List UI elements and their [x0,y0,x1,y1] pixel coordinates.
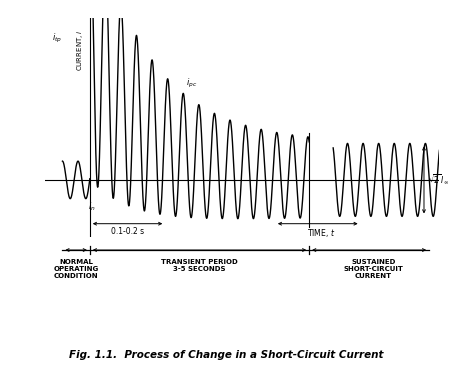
Text: Fig. 1.1.  Process of Change in a Short-Circuit Current: Fig. 1.1. Process of Change in a Short-C… [69,350,384,360]
Text: $i_n$: $i_n$ [87,201,95,213]
Text: $i_{pc}$: $i_{pc}$ [186,77,197,90]
Text: CURRENT, $i$: CURRENT, $i$ [75,29,85,71]
Text: $\sqrt{2}\,I_{\infty}$: $\sqrt{2}\,I_{\infty}$ [428,173,449,187]
Text: TIME, $t$: TIME, $t$ [307,227,335,239]
Text: TRANSIENT PERIOD
3-5 SECONDS: TRANSIENT PERIOD 3-5 SECONDS [161,259,238,272]
Text: $i_{tp}$: $i_{tp}$ [52,32,63,46]
Text: SUSTAINED
SHORT-CIRCUIT
CURRENT: SUSTAINED SHORT-CIRCUIT CURRENT [344,259,404,279]
Text: NORMAL
OPERATING
CONDITION: NORMAL OPERATING CONDITION [53,259,99,279]
Text: 0.1-0.2 s: 0.1-0.2 s [111,227,144,236]
